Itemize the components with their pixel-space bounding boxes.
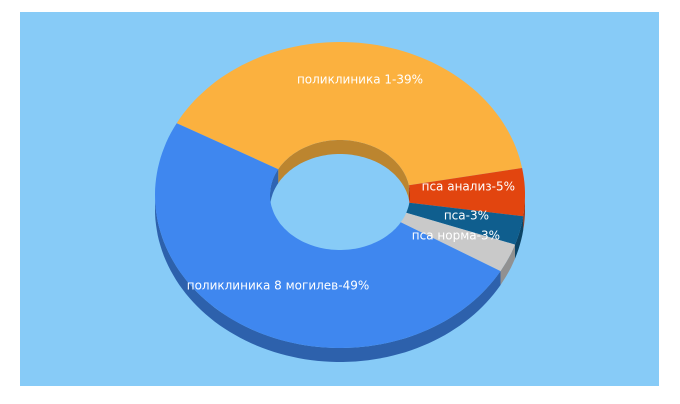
outer-wall: [515, 216, 524, 259]
data-label: поликлиника 8 могилев-49%: [187, 279, 370, 293]
slice: [406, 202, 524, 245]
data-label: пса норма-3%: [412, 229, 500, 243]
outer-wall: [523, 195, 525, 231]
inner-wall: [278, 140, 409, 200]
data-label: поликлиника 1-39%: [297, 73, 423, 87]
inner-wall: [270, 169, 279, 209]
data-label: пса-3%: [444, 209, 489, 223]
outer-wall: [500, 244, 515, 286]
slice: [176, 42, 523, 186]
slice: [155, 123, 501, 348]
slice: [408, 168, 525, 217]
data-label: пса анализ-5%: [422, 180, 515, 194]
slice: [400, 212, 515, 272]
